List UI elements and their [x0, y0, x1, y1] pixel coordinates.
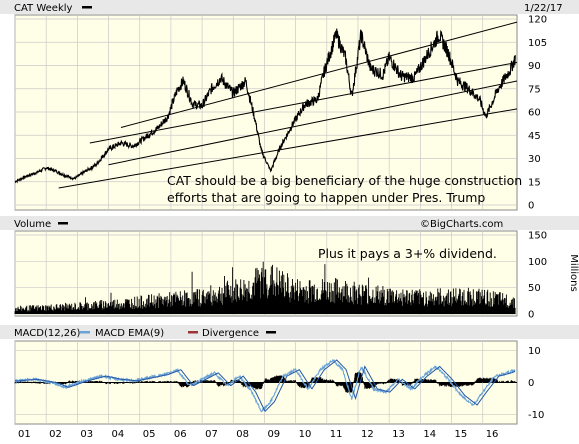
volume-bars [14, 261, 516, 314]
price-y-tick-label: 60 [528, 108, 541, 119]
volume-y-ticks: 0 50 100 150 [528, 231, 547, 321]
macd-header-bar [0, 325, 579, 339]
volume-panel: Volume ©BigCharts.com 0 50 100 150 Millions… [0, 216, 579, 321]
price-y-tick-label: 90 [528, 61, 541, 72]
volume-y-tick-label: 50 [528, 283, 541, 294]
x-tick-label: 16 [486, 429, 499, 440]
macd-y-ticks: -10 0 10 [528, 346, 544, 421]
price-y-tick-label: 75 [528, 84, 541, 95]
volume-y-tick-label: 150 [528, 231, 547, 242]
x-axis-ticks: 01 02 03 04 05 06 07 08 09 10 11 12 13 14 15 16 [18, 429, 498, 440]
price-y-tick-label: 15 [528, 177, 541, 188]
price-header-title: CAT Weekly [14, 3, 73, 14]
price-header-swatch [82, 6, 92, 9]
x-tick-label: 10 [299, 429, 312, 440]
macd-y-tick-label: 10 [528, 346, 541, 357]
volume-y-tick-label: 0 [528, 310, 534, 321]
macd-legend-swatch-1 [80, 331, 90, 334]
price-line [14, 28, 516, 184]
x-tick-label: 11 [330, 429, 343, 440]
x-tick-label: 07 [205, 429, 218, 440]
credit-label: ©BigCharts.com [420, 219, 503, 230]
macd-legend-1: MACD(12,26) [14, 328, 81, 339]
volume-y-label: Millions [568, 254, 579, 291]
x-tick-label: 02 [49, 429, 62, 440]
volume-header-title: Volume [14, 219, 51, 230]
x-tick-label: 03 [80, 429, 93, 440]
price-y-tick-label: 0 [528, 201, 534, 212]
price-trendline [108, 80, 518, 166]
price-trendlines [58, 21, 518, 189]
price-y-tick-label: 120 [528, 15, 547, 26]
price-y-tick-label: 30 [528, 154, 541, 165]
macd-ema-line [15, 359, 516, 412]
price-trendline [89, 61, 518, 144]
volume-bar-set [14, 261, 516, 314]
volume-header-bar [0, 216, 579, 230]
volume-header-swatch [58, 222, 68, 225]
x-tick-label: 04 [112, 429, 125, 440]
price-panel: CAT Weekly 1/22/17 0 15 30 45 60 75 90 105 120 C… [0, 0, 579, 212]
price-trendline [120, 21, 518, 128]
annotation-line-1: CAT should be a big beneficiary of the h… [167, 173, 522, 188]
x-tick-label: 01 [18, 429, 31, 440]
price-header-date: 1/22/17 [524, 3, 563, 14]
macd-legend-3: Divergence [202, 328, 259, 339]
x-tick-label: 14 [423, 429, 436, 440]
macd-legend-2: MACD EMA(9) [95, 328, 164, 339]
x-tick-label: 09 [267, 429, 280, 440]
x-tick-label: 13 [392, 429, 405, 440]
macd-legend-swatch-2 [188, 331, 198, 334]
price-header-bar [0, 0, 579, 14]
price-trendline [58, 108, 518, 189]
x-tick-label: 06 [174, 429, 187, 440]
macd-y-tick-label: -10 [528, 410, 544, 421]
price-y-ticks: 0 15 30 45 60 75 90 105 120 [528, 15, 547, 212]
x-tick-label: 05 [143, 429, 156, 440]
dividend-note: Plus it pays a 3+% dividend. [318, 246, 497, 261]
price-y-tick-label: 105 [528, 38, 547, 49]
x-tick-label: 15 [455, 429, 468, 440]
price-y-tick-label: 45 [528, 131, 541, 142]
macd-y-tick-label: 0 [528, 378, 534, 389]
volume-y-tick-label: 100 [528, 257, 547, 268]
x-tick-label: 12 [361, 429, 374, 440]
x-tick-label: 08 [236, 429, 249, 440]
macd-panel: MACD(12,26) MACD EMA(9) Divergence -10 0 1… [0, 325, 579, 425]
annotation-line-2: efforts that are going to happen under P… [167, 190, 485, 205]
macd-legend-swatch-3 [266, 331, 276, 334]
